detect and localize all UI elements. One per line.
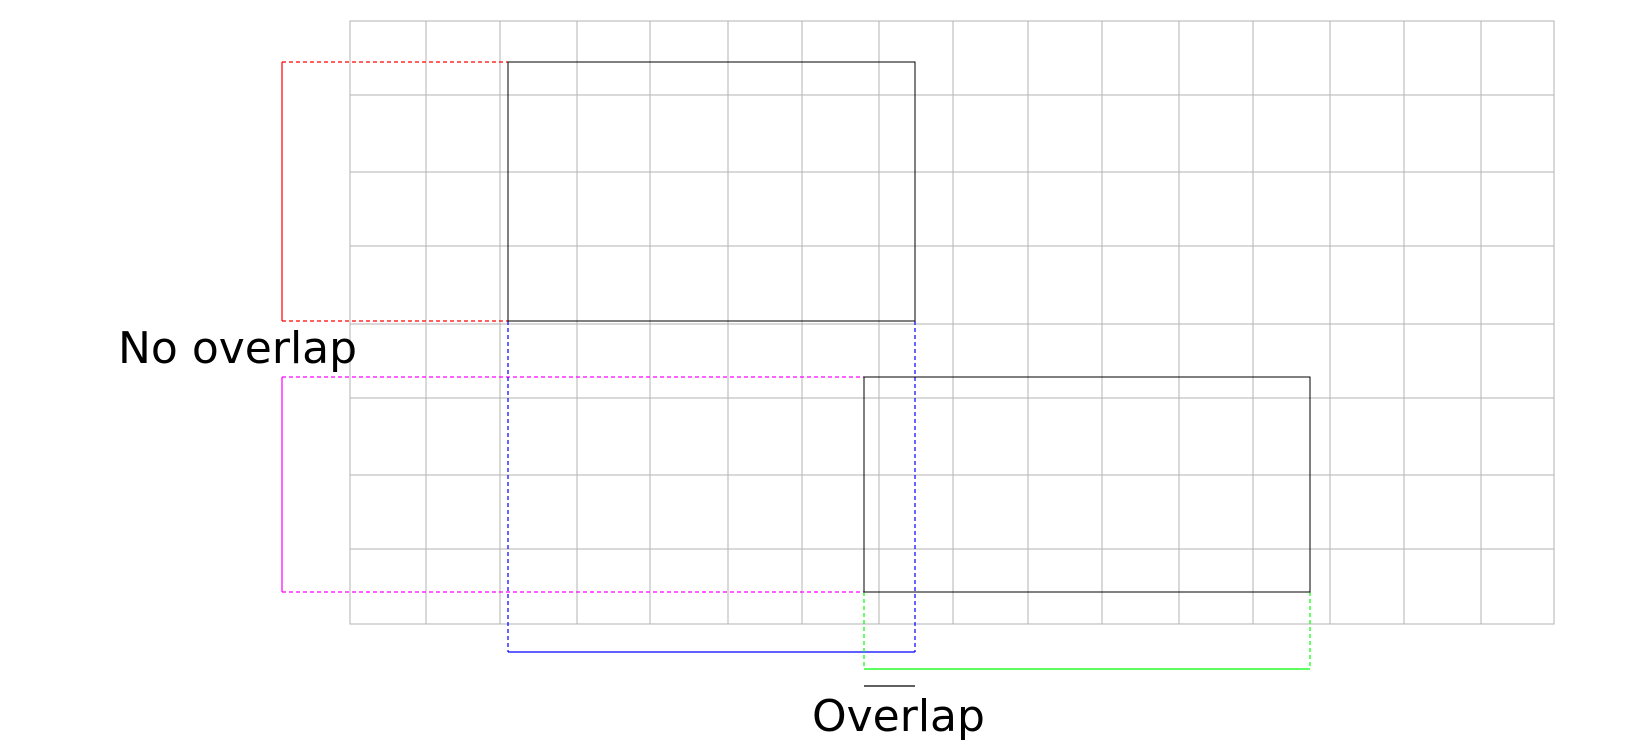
magenta-projection (281, 376, 864, 593)
rectangle-a (507, 61, 916, 322)
blue-projection (507, 321, 916, 653)
green-projection (863, 592, 1311, 670)
grid (349, 20, 1555, 625)
overlap-label: Overlap (812, 691, 985, 742)
red-projection (281, 61, 508, 322)
no-overlap-label: No overlap (118, 323, 358, 374)
grid-border (349, 20, 1555, 625)
rectangle-b (863, 376, 1311, 593)
